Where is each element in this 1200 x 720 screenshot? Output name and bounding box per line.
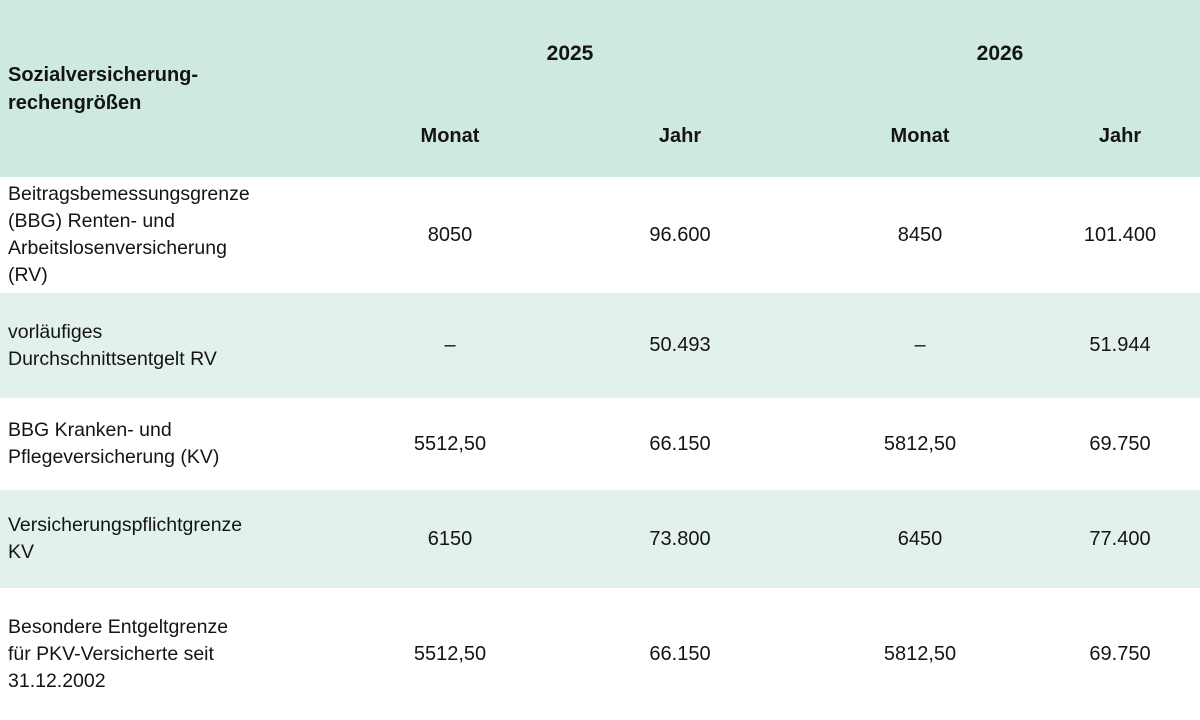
cell-value: 5512,50 — [413, 642, 487, 665]
row-label: Versicherungspflichtgrenze KV — [8, 514, 243, 563]
sub-header-row: Monat Jahr Monat Jahr — [0, 95, 1200, 177]
table-row: BBG Kranken- und Pflegeversicherung (KV)… — [0, 398, 1200, 490]
table-row: Besondere Entgeltgrenze für PKV-Versiche… — [0, 588, 1200, 720]
table-header: Sozialversicherung- rechengrößen 2025 20… — [0, 0, 1200, 177]
cell-value: 5812,50 — [883, 432, 957, 455]
row-label: BBG Kranken- und Pflegeversicherung (KV) — [8, 419, 220, 468]
cell-value: 8050 — [427, 223, 473, 246]
row-label: Besondere Entgeltgrenze für PKV-Versiche… — [8, 615, 229, 692]
year-header-2025: 2025 — [340, 0, 800, 95]
table-title: Sozialversicherung- rechengrößen — [0, 0, 340, 177]
year-header-2026: 2026 — [800, 0, 1200, 95]
column-header-jahr-2026: Jahr — [1040, 95, 1200, 177]
row-label: Beitragsbemessungsgrenze (BBG) Renten- u… — [8, 183, 250, 286]
cell-value: 96.600 — [649, 223, 711, 246]
cell-value: 6150 — [427, 527, 473, 550]
cell-value: 69.750 — [1089, 432, 1151, 455]
cell-value: 5812,50 — [883, 642, 957, 665]
cell-value: 5512,50 — [413, 432, 487, 455]
cell-value: 73.800 — [649, 527, 711, 550]
cell-value: 6450 — [897, 527, 943, 550]
column-header-monat-2025: Monat — [340, 95, 560, 177]
table-row: Beitragsbemessungsgrenze (BBG) Renten- u… — [0, 177, 1200, 293]
table-row: Versicherungspflichtgrenze KV 6150 73.80… — [0, 490, 1200, 588]
cell-value: – — [914, 334, 926, 356]
cell-value: 66.150 — [649, 642, 711, 665]
cell-value: 101.400 — [1083, 223, 1157, 246]
year-header-row: Sozialversicherung- rechengrößen 2025 20… — [0, 0, 1200, 177]
cell-value: 50.493 — [649, 334, 711, 356]
cell-value: 77.400 — [1089, 527, 1151, 550]
table-body: Beitragsbemessungsgrenze (BBG) Renten- u… — [0, 177, 1200, 720]
row-label: vorläufiges Durchschnittsentgelt RV — [8, 320, 217, 370]
cell-value: – — [444, 334, 456, 356]
cell-value: 66.150 — [649, 432, 711, 455]
column-header-monat-2026: Monat — [800, 95, 1040, 177]
table-row: vorläufiges Durchschnittsentgelt RV – 50… — [0, 293, 1200, 398]
cell-value: 69.750 — [1089, 642, 1151, 665]
cell-value: 8450 — [897, 223, 943, 246]
column-header-jahr-2025: Jahr — [560, 95, 800, 177]
cell-value: 51.944 — [1089, 334, 1151, 356]
